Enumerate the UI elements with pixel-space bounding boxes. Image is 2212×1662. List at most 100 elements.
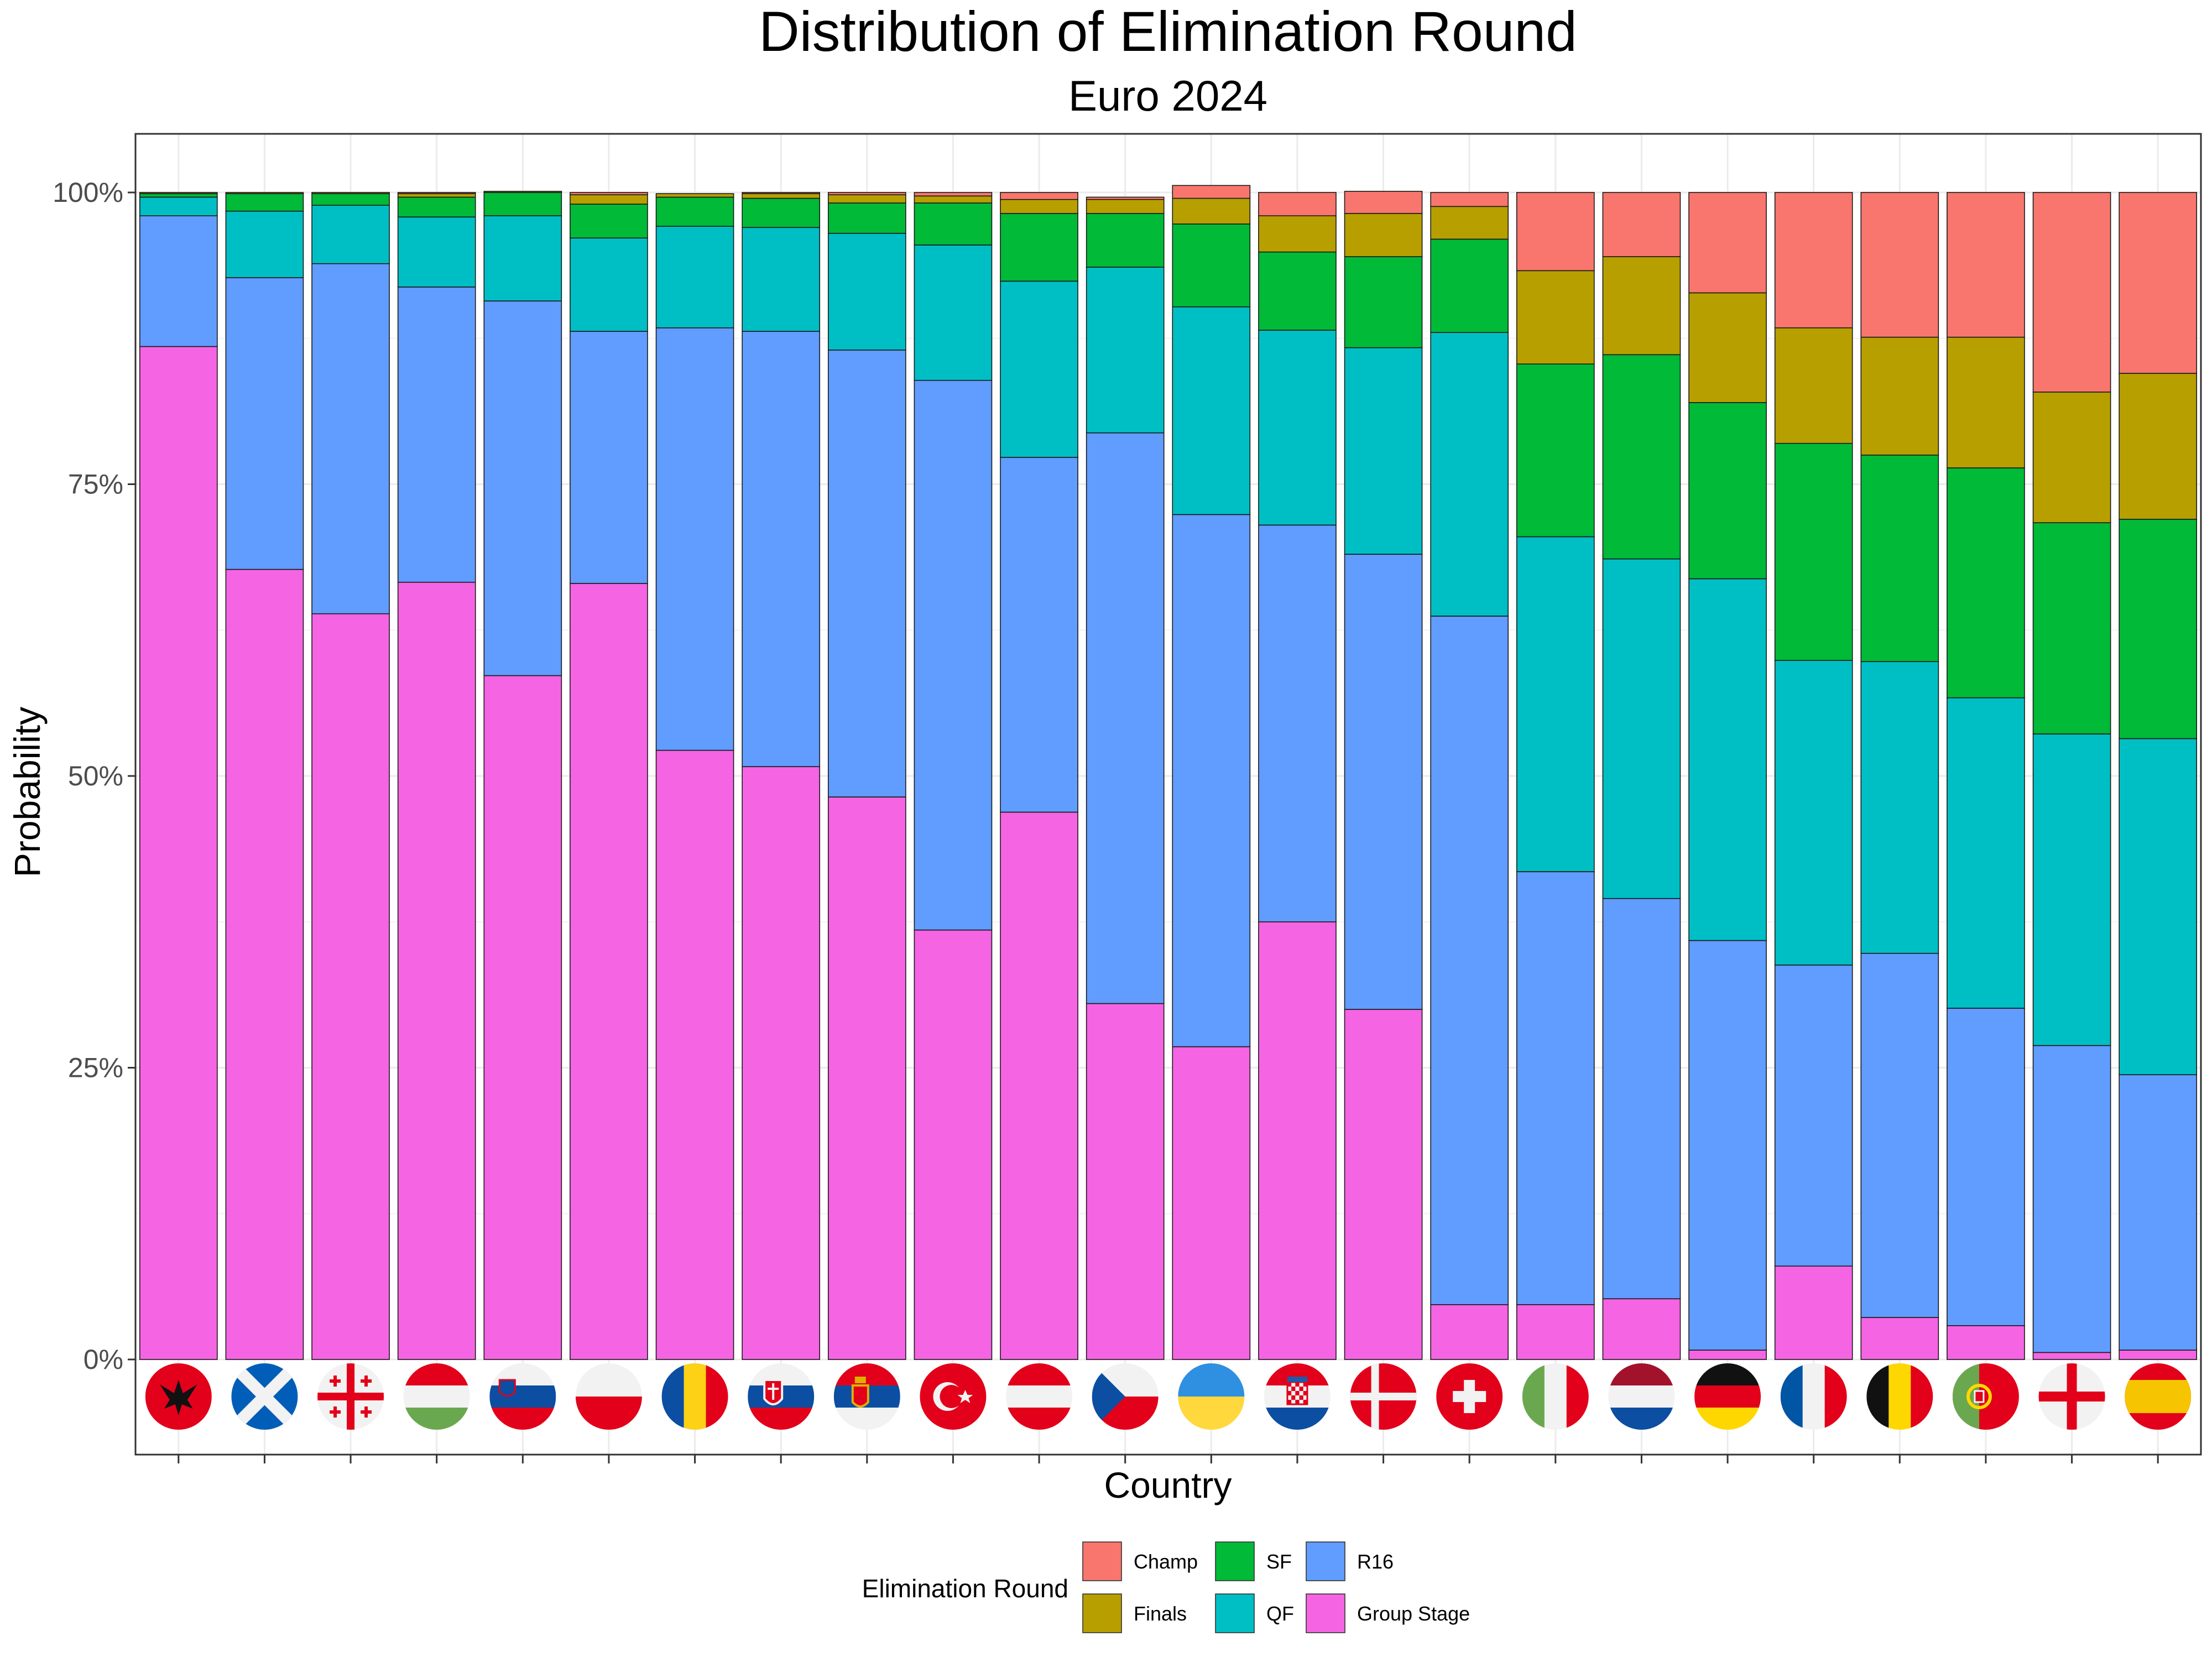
bar-segment-champ-czechia <box>1086 196 1165 200</box>
bar-segment-r16-belgium <box>1860 952 1939 1318</box>
bar-segment-qf-england <box>2032 733 2111 1046</box>
bar-segment-r16-portugal <box>1947 1008 2025 1326</box>
bar-segment-champ-turkey <box>914 192 993 197</box>
plot-panel <box>135 134 2201 1455</box>
bar-segment-qf-czechia <box>1086 267 1165 434</box>
bar-segment-group-stage-england <box>2032 1352 2111 1360</box>
bar-segment-sf-france <box>1774 442 1853 661</box>
bar-segment-finals-scotland <box>225 192 304 194</box>
bar-segment-sf-belgium <box>1860 454 1939 663</box>
bar-segment-champ-hungary <box>397 192 476 194</box>
bar-segment-sf-germany <box>1688 402 1767 580</box>
poland-flag-icon <box>575 1363 642 1430</box>
bar-segment-champ-portugal <box>1947 192 2025 338</box>
bar-segment-group-stage-turkey <box>914 929 993 1360</box>
hungary-flag-icon <box>403 1363 470 1430</box>
bar-segment-r16-spain <box>2119 1074 2198 1351</box>
spain-flag-icon <box>2125 1363 2192 1430</box>
france-flag-icon <box>1780 1363 1847 1430</box>
bar-segment-r16-georgia <box>311 263 390 614</box>
bar-segment-qf-slovakia <box>742 227 821 332</box>
turkey-flag-icon <box>920 1363 987 1430</box>
bar-segment-sf-denmark <box>1344 256 1423 348</box>
bar-segment-finals-netherlands <box>1602 256 1681 356</box>
bar-segment-r16-england <box>2032 1045 2111 1353</box>
bar-segment-champ-spain <box>2119 192 2198 374</box>
bar-segment-finals-england <box>2032 392 2111 523</box>
georgia-flag-icon <box>317 1363 384 1430</box>
legend-key-qf <box>1215 1593 1255 1633</box>
bar-segment-group-stage-france <box>1774 1265 1853 1360</box>
bar-segment-r16-switzerland <box>1430 616 1509 1305</box>
bar-segment-qf-italy <box>1516 536 1595 872</box>
bar-segment-finals-hungary <box>397 193 476 198</box>
bar-segment-r16-poland <box>570 331 648 584</box>
bar-segment-qf-austria <box>1000 280 1078 458</box>
bar-segment-group-stage-slovakia <box>742 766 821 1360</box>
bar-segment-finals-albania <box>139 192 218 194</box>
serbia-flag-icon <box>833 1363 900 1430</box>
romania-flag-icon <box>661 1363 728 1430</box>
bar-segment-finals-belgium <box>1860 336 1939 456</box>
bar-segment-sf-austria <box>1000 213 1078 282</box>
bar-segment-champ-england <box>2032 192 2111 393</box>
bar-segment-sf-czechia <box>1086 213 1165 268</box>
bar-segment-sf-scotland <box>225 193 304 212</box>
bar-segment-group-stage-georgia <box>311 613 390 1360</box>
bar-segment-r16-scotland <box>225 277 304 570</box>
bar-segment-group-stage-spain <box>2119 1350 2198 1360</box>
legend-label-champ: Champ <box>1134 1550 1198 1573</box>
bar-segment-group-stage-denmark <box>1344 1009 1423 1360</box>
italy-flag-icon <box>1522 1363 1589 1430</box>
bar-segment-r16-turkey <box>914 379 993 931</box>
slovenia-flag-icon <box>489 1363 556 1430</box>
bar-segment-champ-serbia <box>827 192 906 196</box>
bar-segment-qf-france <box>1774 660 1853 966</box>
chart-subtitle: Euro 2024 <box>1068 71 1267 120</box>
bar-segment-sf-portugal <box>1947 467 2025 699</box>
bar-segment-sf-slovenia <box>483 192 562 217</box>
ukraine-flag-icon <box>1178 1363 1245 1430</box>
bar-segment-finals-slovenia <box>483 191 562 193</box>
legend-key-r16 <box>1306 1541 1345 1581</box>
bar-segment-sf-italy <box>1516 363 1595 538</box>
bar-segment-group-stage-slovenia <box>483 675 562 1360</box>
switzerland-flag-icon <box>1436 1363 1503 1430</box>
bar-segment-group-stage-poland <box>570 583 648 1360</box>
bar-segment-finals-austria <box>1000 199 1078 214</box>
bar-segment-qf-serbia <box>827 233 906 351</box>
bar-segment-champ-belgium <box>1860 192 1939 338</box>
legend-key-finals <box>1082 1593 1122 1633</box>
y-tick-label: 50% <box>68 760 123 791</box>
netherlands-flag-icon <box>1608 1363 1675 1430</box>
bar-segment-group-stage-switzerland <box>1430 1304 1509 1360</box>
legend-key-champ <box>1082 1541 1122 1581</box>
bar-segment-finals-france <box>1774 327 1853 444</box>
x-axis-title: Country <box>1104 1465 1232 1505</box>
bar-segment-qf-ukraine <box>1172 306 1251 515</box>
bar-segment-champ-austria <box>1000 192 1078 200</box>
denmark-flag-icon <box>1350 1363 1417 1430</box>
legend-title: Elimination Round <box>862 1574 1068 1603</box>
bar-segment-sf-turkey <box>914 202 993 246</box>
plot-panel-border <box>134 133 2202 1456</box>
legend-label-sf: SF <box>1266 1550 1292 1573</box>
legend-key-group-stage <box>1306 1593 1345 1633</box>
bar-segment-group-stage-czechia <box>1086 1003 1165 1360</box>
y-axis-title: Probability <box>7 707 48 877</box>
albania-flag-icon <box>145 1363 212 1430</box>
bar-segment-group-stage-scotland <box>225 569 304 1360</box>
bar-segment-champ-netherlands <box>1602 192 1681 257</box>
bar-segment-sf-england <box>2032 522 2111 734</box>
belgium-flag-icon <box>1866 1363 1933 1430</box>
bar-segment-sf-croatia <box>1258 251 1337 331</box>
bar-segment-r16-netherlands <box>1602 898 1681 1300</box>
bar-segment-finals-turkey <box>914 195 993 204</box>
bar-segment-r16-serbia <box>827 350 906 798</box>
bar-segment-group-stage-austria <box>1000 811 1078 1360</box>
bar-segment-group-stage-italy <box>1516 1304 1595 1360</box>
bar-segment-qf-switzerland <box>1430 332 1509 617</box>
y-tick-label: 100% <box>53 177 123 208</box>
bar-segment-qf-netherlands <box>1602 558 1681 899</box>
